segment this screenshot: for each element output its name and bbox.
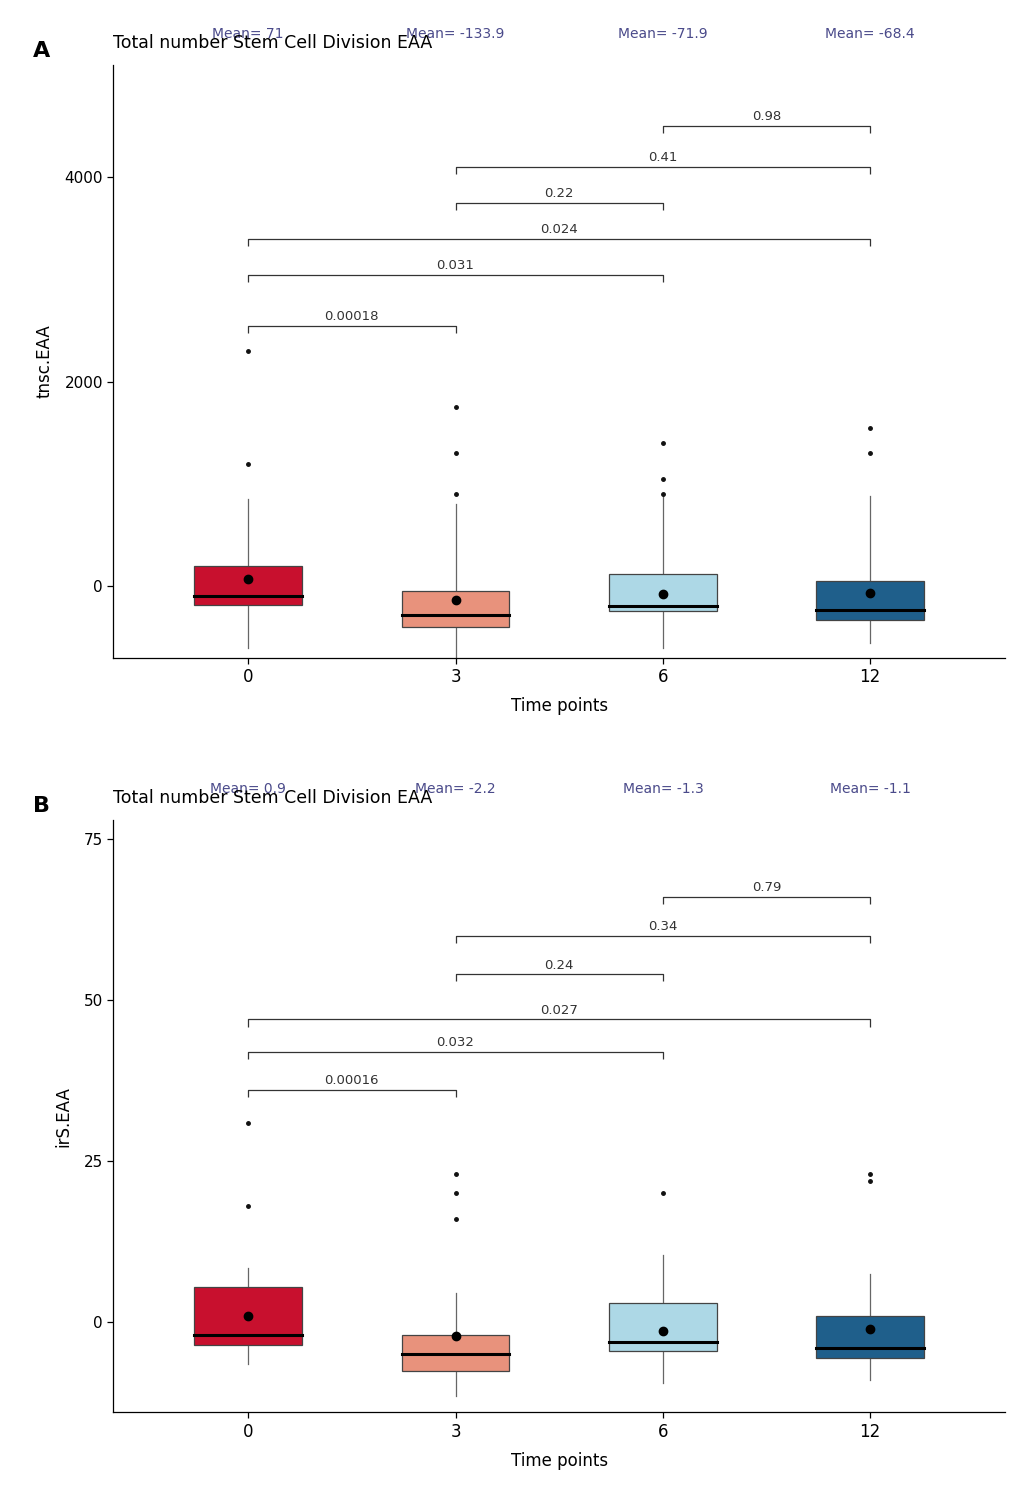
Y-axis label: tnsc.EAA: tnsc.EAA [36, 324, 53, 399]
Text: Mean= -68.4: Mean= -68.4 [824, 27, 914, 42]
Bar [608, 1304, 716, 1352]
Bar [608, 574, 716, 610]
Bar [815, 580, 923, 620]
Text: 0.031: 0.031 [436, 258, 474, 272]
Text: A: A [34, 42, 50, 62]
Text: 0.027: 0.027 [540, 1004, 578, 1017]
Text: B: B [34, 796, 50, 816]
Text: 0.79: 0.79 [751, 880, 781, 894]
Bar [194, 1287, 302, 1346]
Text: 0.024: 0.024 [540, 224, 578, 236]
Text: 0.24: 0.24 [544, 958, 574, 972]
Text: 0.98: 0.98 [751, 111, 781, 123]
Text: 0.41: 0.41 [647, 152, 677, 165]
Text: 0.032: 0.032 [436, 1036, 474, 1048]
Text: Mean= 0.9: Mean= 0.9 [210, 782, 286, 796]
Bar [401, 591, 508, 627]
X-axis label: Time points: Time points [511, 698, 607, 715]
Text: Total number Stem Cell Division EAA: Total number Stem Cell Division EAA [113, 789, 432, 807]
Text: Mean= -1.3: Mean= -1.3 [622, 782, 702, 796]
Text: Mean= 71: Mean= 71 [212, 27, 283, 42]
Text: 0.00016: 0.00016 [324, 1074, 379, 1088]
Text: Total number Stem Cell Division EAA: Total number Stem Cell Division EAA [113, 34, 432, 53]
Text: Mean= -71.9: Mean= -71.9 [618, 27, 707, 42]
Y-axis label: irS.EAA: irS.EAA [55, 1086, 72, 1146]
Bar [194, 566, 302, 604]
Bar [401, 1335, 508, 1371]
Text: 0.00018: 0.00018 [324, 310, 379, 322]
X-axis label: Time points: Time points [511, 1452, 607, 1470]
Text: Mean= -133.9: Mean= -133.9 [406, 27, 504, 42]
Text: Mean= -2.2: Mean= -2.2 [415, 782, 495, 796]
Text: 0.22: 0.22 [544, 188, 574, 200]
Bar [815, 1316, 923, 1358]
Text: Mean= -1.1: Mean= -1.1 [829, 782, 910, 796]
Text: 0.34: 0.34 [647, 920, 677, 933]
